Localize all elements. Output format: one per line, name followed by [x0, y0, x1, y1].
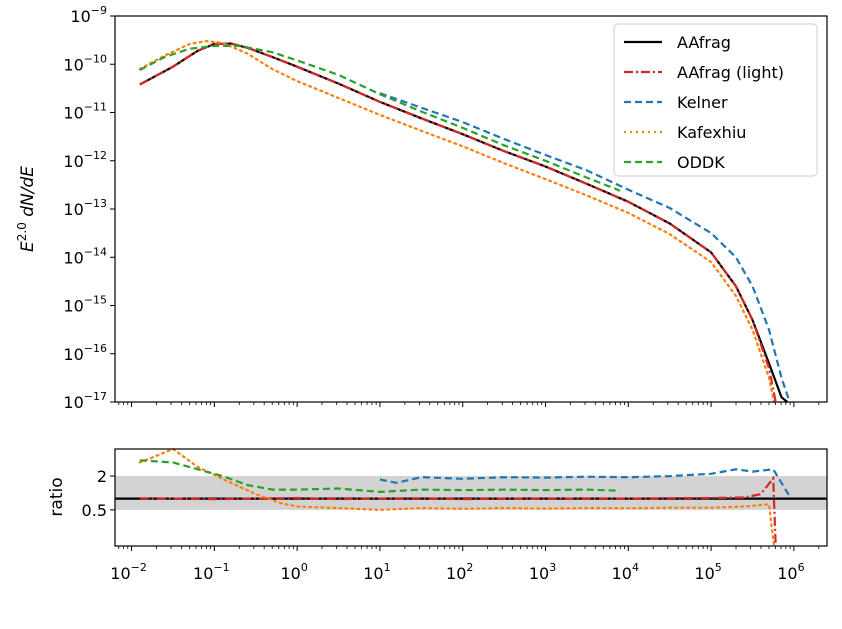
ratio-line-kafexhiu — [138, 447, 776, 548]
xtick-label: 102 — [446, 561, 473, 583]
ytick-label: 10−9 — [70, 4, 107, 26]
legend-label-aafrag-light: AAfrag (light) — [677, 63, 784, 82]
ytick-label: 10−11 — [63, 101, 107, 123]
legend-label-kafexhiu: Kafexhiu — [677, 123, 746, 142]
legend-label-kelner: Kelner — [677, 93, 728, 112]
ytick-label: 10−13 — [63, 197, 107, 219]
main-series-group — [138, 39, 791, 404]
ratio-ytick-label: 2 — [97, 467, 107, 486]
ratio-line-oddk — [139, 459, 621, 494]
series-line-oddk — [139, 44, 621, 192]
ratio-ylabel: ratio — [47, 477, 67, 516]
ylabel-base: E — [18, 241, 38, 252]
xtick-label: 101 — [363, 561, 390, 583]
legend-box — [613, 23, 818, 177]
ratio-line-aafrag-light — [139, 475, 777, 547]
ratio-ytick-label: 0.5 — [82, 501, 107, 520]
xtick-label: 100 — [280, 561, 307, 583]
ytick-label: 10−10 — [63, 52, 107, 74]
ratio-ytick-labels: 20.5 — [82, 467, 107, 520]
xtick-label: 103 — [529, 561, 556, 583]
ratio-ticks — [110, 475, 820, 551]
ytick-label: 10−14 — [63, 245, 107, 267]
xtick-label: 10−1 — [193, 561, 230, 583]
xtick-labels: 10−2 10−1 100 101 102 103 104 105 106 — [110, 561, 804, 583]
series-line-kelner — [379, 92, 791, 403]
ratio-axes-frame — [114, 448, 828, 547]
ytick-label: 10−16 — [63, 342, 107, 364]
ytick-label: 10−17 — [63, 390, 107, 412]
main-panel: 10−9 10−10 10−11 10−12 10−13 10−14 10−15 10−16 1… — [15, 4, 828, 412]
main-ticks — [110, 15, 820, 407]
xtick-label: 10−2 — [110, 561, 147, 583]
ratio-panel: 20.5 10−2 10−1 100 101 102 103 104 105 106 ratio — [47, 447, 828, 583]
ytick-label: 10−12 — [63, 149, 107, 171]
main-ytick-labels: 10−9 10−10 10−11 10−12 10−13 10−14 10−15 10−16 1… — [63, 4, 107, 412]
ytick-label: 10−15 — [63, 294, 107, 316]
xtick-label: 104 — [612, 561, 639, 583]
main-ylabel: E2.0 dN/dE — [15, 166, 38, 252]
ratio-series-group — [115, 447, 827, 548]
legend-label-aafrag: AAfrag — [677, 33, 731, 52]
series-line-kafexhiu — [138, 39, 776, 404]
ratio-line-kelner — [379, 468, 791, 497]
ylabel-sup: 2.0 — [15, 222, 29, 241]
ratio-band — [115, 476, 827, 510]
legend-label-oddk: ODDK — [677, 153, 725, 172]
legend: AAfrag AAfrag (light) Kelner Kafexhiu ODDK — [613, 23, 818, 177]
xtick-label: 106 — [777, 561, 804, 583]
xtick-label: 105 — [694, 561, 721, 583]
ylabel-rest: dN/dE — [18, 166, 38, 222]
